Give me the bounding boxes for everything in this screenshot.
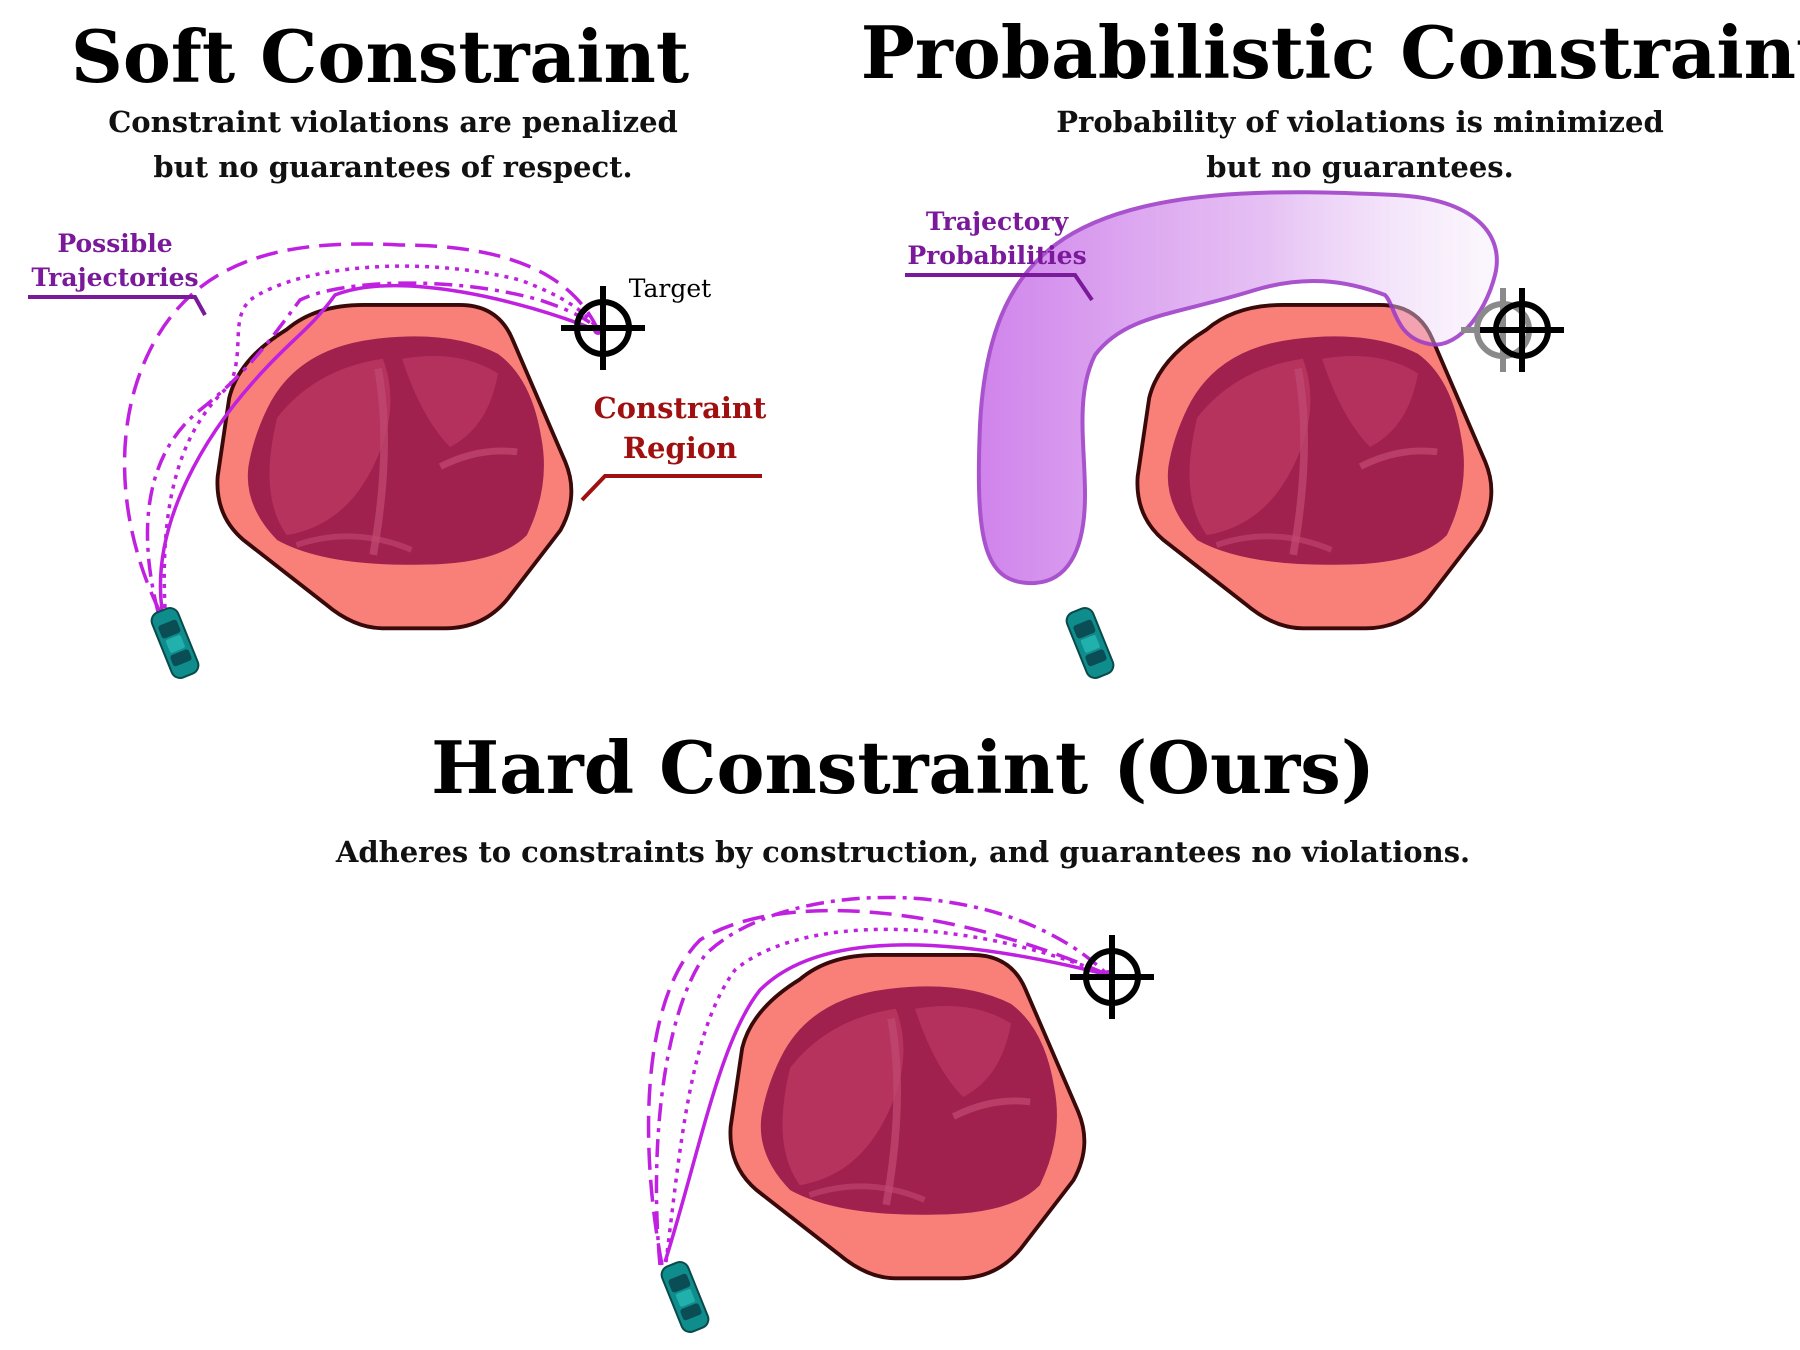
soft-trajectory-dotted <box>162 264 600 609</box>
soft-region-label-line1: Constraint <box>594 391 767 425</box>
soft-region-label-line2: Region <box>623 431 737 465</box>
panel-probabilistic: Probabilistic Constraint Probability of … <box>861 10 1800 682</box>
prob-car-icon <box>1062 604 1118 682</box>
prob-title: Probabilistic Constraint <box>861 10 1800 95</box>
soft-constraint-region <box>217 305 571 628</box>
hard-trajectory-solid <box>663 943 1109 1263</box>
prob-traj-label-line2: Probabilities <box>907 241 1086 270</box>
hard-target-icon <box>1070 935 1154 1019</box>
prob-subtitle-line1: Probability of violations is minimized <box>1056 105 1664 139</box>
soft-traj-label-line2: Trajectories <box>31 263 198 292</box>
soft-subtitle-line1: Constraint violations are penalized <box>108 105 678 139</box>
soft-title: Soft Constraint <box>71 14 689 99</box>
prob-subtitle-line2: but no guarantees. <box>1206 150 1513 184</box>
soft-traj-leader-line <box>28 295 207 316</box>
prob-traj-label-line1: Trajectory <box>926 207 1070 236</box>
soft-traj-label-line1: Possible <box>57 229 172 258</box>
soft-subtitle-line2: but no guarantees of respect. <box>153 150 632 184</box>
prob-target-icon <box>1480 288 1564 372</box>
hard-constraint-region <box>730 955 1084 1278</box>
soft-region-leader-line <box>580 474 762 502</box>
hard-car-icon <box>657 1258 713 1336</box>
soft-car-icon <box>147 604 203 682</box>
soft-target-label: Target <box>629 274 711 303</box>
soft-trajectory-solid <box>158 284 597 611</box>
soft-trajectory-dashed <box>122 242 600 613</box>
prob-constraint-region <box>1137 305 1491 628</box>
hard-title: Hard Constraint (Ours) <box>431 725 1375 810</box>
hard-trajectory-dashed <box>646 908 1109 1266</box>
hard-subtitle: Adheres to constraints by construction, … <box>335 835 1470 869</box>
hard-trajectory-dashdot <box>654 895 1110 1266</box>
hard-trajectory-dotted <box>664 927 1109 1263</box>
panel-hard: Hard Constraint (Ours) Adheres to constr… <box>335 725 1470 1336</box>
prob-traj-leader-line <box>905 273 1094 302</box>
panel-soft: Soft Constraint Constraint violations ar… <box>28 14 767 682</box>
